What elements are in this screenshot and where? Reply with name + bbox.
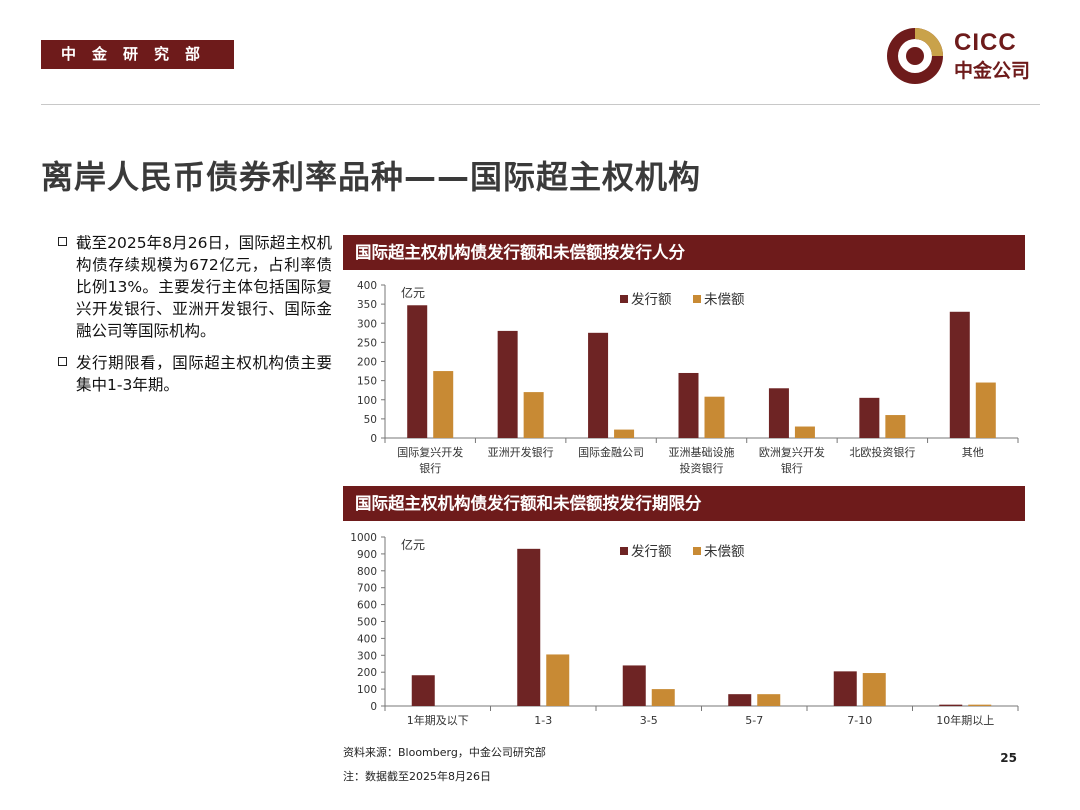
y-tick-label: 400 <box>357 280 377 292</box>
bar <box>885 415 906 438</box>
bar <box>859 397 880 438</box>
y-tick-label: 50 <box>364 414 377 426</box>
legend-swatch <box>620 295 628 303</box>
bar <box>433 371 454 438</box>
bar <box>975 382 996 438</box>
legend-label: 未偿额 <box>704 292 745 308</box>
bullet-text: 发行期限看，国际超主权机构债主要集中1-3年期。 <box>76 354 332 394</box>
data-note: 注：数据截至2025年8月26日 <box>343 770 491 783</box>
header-divider <box>41 104 1040 105</box>
bar <box>411 675 435 706</box>
x-tick-label: 投资银行 <box>680 461 724 475</box>
bullet-item: 截至2025年8月26日，国际超主权机构债存续规模为672亿元，占利率债比例13… <box>58 232 332 342</box>
y-tick-label: 350 <box>357 299 377 311</box>
x-tick-label: 亚洲基础设施 <box>669 446 735 459</box>
y-tick-label: 250 <box>357 337 377 349</box>
bar <box>407 305 428 438</box>
logo-text-en: CICC <box>954 29 1017 56</box>
x-tick-label: 其他 <box>962 446 984 459</box>
bar <box>794 426 815 438</box>
x-tick-label: 1年期及以下 <box>407 713 469 727</box>
bar <box>678 372 699 438</box>
legend-label: 发行额 <box>631 544 672 560</box>
square-bullet-icon <box>58 357 67 366</box>
legend-swatch <box>620 547 628 555</box>
x-tick-label: 5-7 <box>745 714 763 727</box>
bar <box>939 704 963 706</box>
bar <box>614 429 635 438</box>
x-tick-label: 欧洲复兴开发 <box>759 445 825 459</box>
bar <box>757 694 781 706</box>
x-tick-label: 银行 <box>781 461 803 475</box>
y-tick-label: 800 <box>357 566 377 578</box>
bar <box>517 548 541 706</box>
bar <box>704 396 725 438</box>
y-tick-label: 100 <box>357 684 377 696</box>
x-tick-label: 国际金融公司 <box>578 445 644 459</box>
bar <box>728 694 752 706</box>
bar <box>862 673 886 706</box>
x-tick-label: 北欧投资银行 <box>849 445 915 459</box>
cicc-logo: CICC 中金公司 <box>886 27 1046 85</box>
x-tick-label: 7-10 <box>847 714 872 727</box>
legend-label: 未偿额 <box>704 544 745 560</box>
y-tick-label: 900 <box>357 549 377 561</box>
bullet-list: 截至2025年8月26日，国际超主权机构债存续规模为672亿元，占利率债比例13… <box>58 232 332 406</box>
chart-by-tenor: 0 100 200 300 400 500 600 700 800 900 1000 亿元 发行额 未偿额… <box>350 532 1019 727</box>
cicc-logo-icon <box>887 28 943 84</box>
legend-label: 发行额 <box>631 292 672 308</box>
department-label: 中金研究部 <box>41 40 234 69</box>
x-tick-label: 亚洲开发银行 <box>488 445 554 459</box>
logo-text-cn: 中金公司 <box>954 60 1031 82</box>
x-tick-label: 3-5 <box>640 714 658 727</box>
bar <box>523 392 544 438</box>
y-tick-label: 150 <box>357 376 377 388</box>
bar <box>622 665 646 706</box>
bar <box>768 388 789 438</box>
y-tick-label: 0 <box>370 701 377 713</box>
bar <box>497 330 518 438</box>
legend-swatch <box>693 295 701 303</box>
chart-title-by-tenor: 国际超主权机构债发行额和未偿额按发行期限分 <box>343 486 1025 521</box>
x-tick-label: 国际复兴开发 <box>397 445 463 459</box>
bar <box>949 311 970 438</box>
x-tick-label: 1-3 <box>534 714 552 727</box>
y-tick-label: 100 <box>357 395 377 407</box>
y-tick-label: 1000 <box>350 532 377 544</box>
chart-title-by-issuer: 国际超主权机构债发行额和未偿额按发行人分 <box>343 235 1025 270</box>
y-tick-label: 400 <box>357 633 377 645</box>
page-number: 25 <box>1000 751 1017 765</box>
source-note: 资料来源：Bloomberg，中金公司研究部 <box>343 746 546 759</box>
page-title: 离岸人民币债券利率品种——国际超主权机构 <box>41 158 702 196</box>
bar <box>651 689 675 706</box>
y-tick-label: 600 <box>357 600 377 612</box>
bar <box>833 671 857 706</box>
bullet-item: 发行期限看，国际超主权机构债主要集中1-3年期。 <box>58 352 332 396</box>
bullet-text: 截至2025年8月26日，国际超主权机构债存续规模为672亿元，占利率债比例13… <box>76 234 332 340</box>
x-tick-label: 10年期以上 <box>936 713 994 727</box>
y-tick-label: 200 <box>357 667 377 679</box>
bar <box>588 332 609 438</box>
bar <box>968 704 992 706</box>
y-tick-label: 200 <box>357 357 377 369</box>
legend-swatch <box>693 547 701 555</box>
y-tick-label: 300 <box>357 650 377 662</box>
y-tick-label: 300 <box>357 318 377 330</box>
x-tick-label: 银行 <box>419 461 441 475</box>
y-tick-label: 700 <box>357 583 377 595</box>
y-tick-label: 0 <box>370 433 377 445</box>
unit-label: 亿元 <box>401 537 425 552</box>
square-bullet-icon <box>58 237 67 246</box>
y-tick-label: 500 <box>357 617 377 629</box>
unit-label: 亿元 <box>401 285 425 300</box>
bar <box>546 654 570 706</box>
